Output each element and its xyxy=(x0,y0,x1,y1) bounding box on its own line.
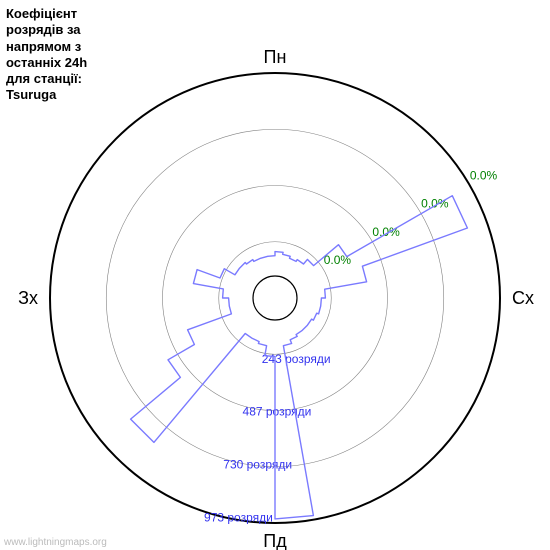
ring-label-top: 0.0% xyxy=(470,169,498,183)
cardinal-w: Зх xyxy=(18,288,38,308)
ring-label-top: 0.0% xyxy=(324,253,352,267)
cardinal-e: Сх xyxy=(512,288,534,308)
ring-label-top: 0.0% xyxy=(421,197,449,211)
cardinal-n: Пн xyxy=(264,47,287,67)
ring-label-bottom: 243 розряди xyxy=(262,352,331,366)
chart-container: Коефіцієнт розрядів за напрямом з останн… xyxy=(0,0,550,550)
ring-label-top: 0.0% xyxy=(372,225,400,239)
footer-credit: www.lightningmaps.org xyxy=(4,537,107,548)
ring-label-bottom: 487 розряди xyxy=(243,405,312,419)
ring-label-bottom: 730 розряди xyxy=(223,458,292,472)
ring-label-bottom: 973 розряди xyxy=(204,510,273,524)
chart-title: Коефіцієнт розрядів за напрямом з останн… xyxy=(6,6,87,104)
center-hole xyxy=(253,276,297,320)
cardinal-s: Пд xyxy=(263,531,287,550)
